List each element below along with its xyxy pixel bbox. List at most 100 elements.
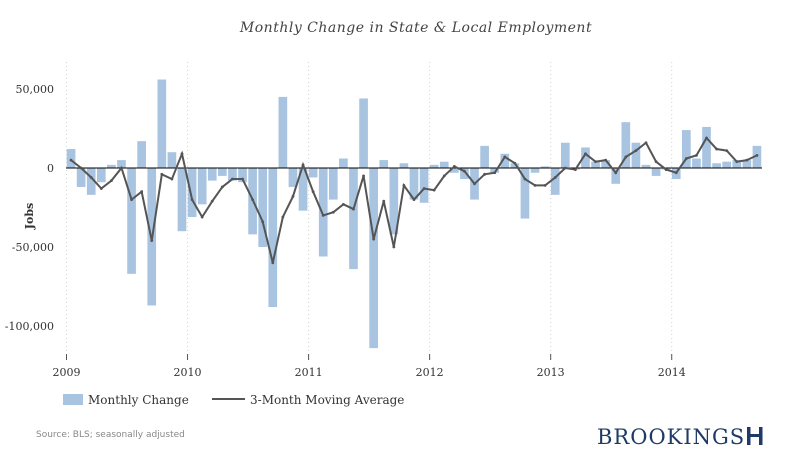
source-note: Source: BLS; seasonally adjusted [36,430,185,440]
bar [702,126,711,168]
y-axis-label: Jobs [23,203,36,230]
moving-average-point [372,237,376,241]
moving-average-point [664,168,668,171]
bar [560,142,570,168]
bar [308,168,318,178]
bar [601,160,610,168]
bar [722,161,732,168]
moving-average-point [69,158,73,162]
moving-average-point [402,183,406,187]
bar [429,164,439,168]
bar [450,168,459,173]
bar [651,168,661,176]
bar [550,168,560,195]
legend-bar-swatch [63,394,83,405]
moving-average-point [220,185,224,189]
x-tick-label: 2011 [295,366,323,379]
moving-average-point [89,176,93,179]
bar [520,168,530,219]
bar [207,168,217,181]
moving-average-point [271,261,275,265]
moving-average-point [624,155,628,159]
bar [480,145,489,168]
moving-average-point [463,169,466,173]
x-tick-label: 2014 [658,366,686,379]
moving-average-point [594,160,597,164]
moving-average-point [563,166,567,170]
legend-line-label: 3-Month Moving Average [250,393,404,407]
moving-average-point [715,147,719,151]
bar [359,98,368,168]
moving-average-point [422,187,426,190]
x-tick-label: 2012 [416,366,444,379]
moving-average-point [120,166,123,170]
bar [107,164,116,168]
moving-average-point [341,202,345,206]
moving-average-point [200,215,204,219]
bar [318,168,328,257]
y-tick-label: -50,000 [12,241,54,254]
bar [157,79,167,168]
bar [349,168,358,270]
bar [218,168,227,176]
bar [540,166,550,168]
moving-average-point [291,195,295,198]
moving-average-point [241,177,244,181]
chart-title: Monthly Change in State & Local Employme… [239,20,592,36]
bar [692,158,701,168]
bar-layer [66,79,762,349]
moving-average-point [674,171,678,175]
moving-average-point [352,207,355,211]
bar [66,149,76,168]
moving-average-point [251,198,255,202]
bar [379,160,389,168]
x-tick-label: 2013 [537,366,565,379]
line-layer [69,136,759,265]
moving-average-point [604,158,608,162]
moving-average-point [362,174,365,178]
moving-average-point [745,158,749,162]
moving-average-point [150,239,154,243]
bar [268,168,278,308]
moving-average-point [130,198,133,202]
moving-average-point [311,190,315,194]
y-tick-label: 50,000 [16,83,55,96]
moving-average-point [432,188,436,192]
moving-average-point [301,163,305,167]
moving-average-point [735,160,739,164]
moving-average-point [109,179,113,183]
moving-average-point [382,199,386,203]
moving-average-point [442,174,446,178]
bar [187,168,197,217]
bar [339,158,348,168]
moving-average-point [281,215,285,219]
bar [288,168,298,187]
bar [611,168,621,184]
bar [117,160,126,168]
bar [86,168,96,195]
moving-average-point [210,199,214,203]
moving-average-point [412,198,416,202]
bar [490,168,500,173]
moving-average-point [654,160,658,164]
bar [409,168,419,200]
y-tick-label: -100,000 [5,320,54,333]
bar [278,96,288,168]
bar [419,168,429,203]
moving-average-point [523,177,527,181]
bar [238,168,247,183]
moving-average-point [533,183,537,187]
moving-average-point [584,152,587,156]
moving-average-point [331,210,335,214]
bar [530,168,540,173]
bar [258,168,268,247]
bar [399,163,409,168]
brookings-logo: BROOKINGS [597,425,763,449]
moving-average-point [573,168,577,171]
bar [631,142,641,168]
moving-average-point [553,176,557,179]
x-axis-ticks: 2009 2010 2011 2012 2013 2014 [53,354,686,379]
moving-average-point [180,152,184,156]
moving-average-point [79,166,83,170]
bar [167,152,177,168]
